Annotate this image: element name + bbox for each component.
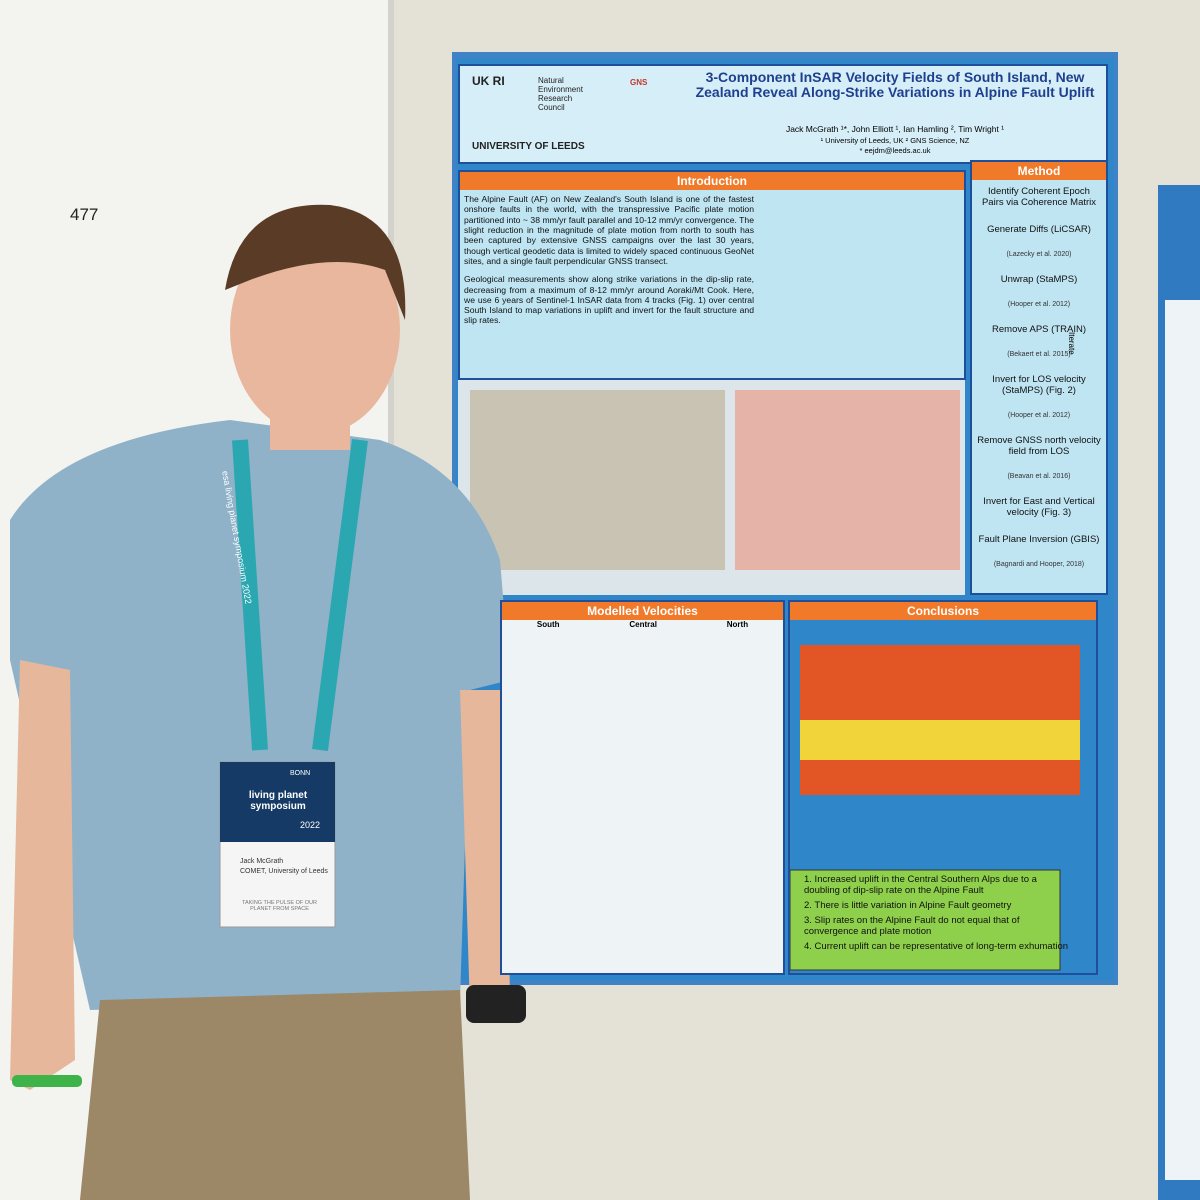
watch bbox=[466, 985, 526, 1023]
iterate-label: Iterate bbox=[1067, 332, 1076, 355]
method-step: Unwrap (StaMPS) (Hooper et al. 2012) bbox=[976, 274, 1102, 308]
insar-maps bbox=[470, 390, 725, 570]
poster-authors: Jack McGrath ¹*, John Elliott ¹, Ian Ham… bbox=[785, 124, 1005, 134]
arm-right bbox=[460, 690, 510, 1010]
step-label: Remove GNSS north velocity field from LO… bbox=[977, 435, 1101, 457]
step-label: Generate Diffs (LiCSAR) bbox=[987, 224, 1091, 235]
section-heading: Conclusions bbox=[790, 602, 1096, 620]
arm-left bbox=[10, 660, 75, 1090]
fault-model-layer bbox=[800, 720, 1080, 760]
method-box: Method Identify Coherent Epoch Pairs via… bbox=[970, 160, 1108, 595]
column-label: South bbox=[536, 620, 560, 629]
badge-top bbox=[220, 762, 335, 842]
intro-paragraph: The Alpine Fault (AF) on New Zealand's S… bbox=[464, 194, 754, 266]
method-step: Fault Plane Inversion (GBIS) (Bagnardi an… bbox=[976, 534, 1102, 568]
step-ref: (Lazecky et al. 2020) bbox=[1006, 251, 1072, 258]
step-ref: (Hooper et al. 2012) bbox=[1007, 301, 1071, 308]
conclusion-item: 3. Slip rates on the Alpine Fault do not… bbox=[804, 915, 1020, 937]
room-number: 477 bbox=[70, 205, 99, 224]
logo-leeds: UNIVERSITY OF LEEDS bbox=[472, 141, 585, 152]
poster-affiliations: ¹ University of Leeds, UK ² GNS Science,… bbox=[820, 136, 970, 145]
trousers bbox=[80, 990, 470, 1200]
badge-event: living planet symposium bbox=[248, 790, 308, 812]
conclusions-highlight bbox=[789, 869, 1061, 971]
step-label: Identify Coherent Epoch Pairs via Cohere… bbox=[981, 186, 1097, 208]
conclusions-box: Conclusions 1. Increased uplift in the C… bbox=[788, 600, 1098, 975]
neighbour-poster-body bbox=[1165, 300, 1200, 1180]
method-steps: Identify Coherent Epoch Pairs via Cohere… bbox=[972, 180, 1106, 590]
logo-ukri: UK RI bbox=[472, 74, 505, 88]
method-step: Remove APS (TRAIN) (Bekaert et al. 2015) bbox=[976, 324, 1102, 358]
step-label: Invert for LOS velocity (StaMPS) (Fig. 2… bbox=[992, 374, 1086, 396]
velocities-box: Modelled Velocities South Central North bbox=[500, 600, 785, 975]
step-ref: (Hooper et al. 2012) bbox=[1007, 412, 1071, 419]
logo-gns: GNS bbox=[630, 78, 648, 87]
intro-text: The Alpine Fault (AF) on New Zealand's S… bbox=[464, 194, 754, 334]
conclusion-item: 1. Increased uplift in the Central South… bbox=[804, 874, 1037, 896]
intro-paragraph: Geological measurements show along strik… bbox=[464, 274, 754, 326]
section-heading: Method bbox=[972, 162, 1106, 180]
method-step: Invert for East and Vertical velocity (F… bbox=[976, 496, 1102, 518]
neck bbox=[270, 400, 350, 450]
face bbox=[230, 225, 400, 435]
column-label: North bbox=[726, 620, 749, 629]
step-ref: (Beavan et al. 2016) bbox=[1007, 473, 1071, 480]
column-label: Central bbox=[629, 620, 657, 629]
step-ref: (Bekaert et al. 2015) bbox=[1007, 351, 1071, 358]
method-step: Remove GNSS north velocity field from LO… bbox=[976, 435, 1102, 480]
method-step: Identify Coherent Epoch Pairs via Cohere… bbox=[976, 186, 1102, 208]
wristband bbox=[12, 1075, 82, 1087]
poster-title: 3-Component InSAR Velocity Fields of Sou… bbox=[695, 69, 1095, 101]
step-ref: (Bagnardi and Hooper, 2018) bbox=[993, 561, 1085, 568]
section-heading: Modelled Velocities bbox=[502, 602, 783, 620]
step-label: Fault Plane Inversion (GBIS) bbox=[978, 534, 1100, 545]
uplift-map bbox=[735, 390, 960, 570]
badge-year: 2022 bbox=[300, 820, 321, 830]
section-heading: Introduction bbox=[460, 172, 964, 190]
step-label: Unwrap (StaMPS) bbox=[1000, 274, 1078, 285]
badge-place: BONN bbox=[290, 770, 311, 777]
step-label: Remove APS (TRAIN) bbox=[992, 324, 1086, 335]
step-label: Invert for East and Vertical velocity (F… bbox=[983, 496, 1095, 518]
hair bbox=[225, 204, 406, 320]
conclusion-item: 2. There is little variation in Alpine F… bbox=[804, 900, 1012, 911]
method-step: Generate Diffs (LiCSAR) (Lazecky et al. 2… bbox=[976, 224, 1102, 258]
conclusions-list: 1. Increased uplift in the Central South… bbox=[804, 874, 1074, 956]
poster-email: * eejdm@leeds.ac.uk bbox=[859, 146, 931, 155]
logo-nerc: Natural Environment Research Council bbox=[538, 76, 583, 112]
lanyard-strap bbox=[232, 438, 368, 752]
method-step: Invert for LOS velocity (StaMPS) (Fig. 2… bbox=[976, 374, 1102, 419]
velocity-columns: South Central North bbox=[502, 620, 783, 629]
poster-header: UK RI Natural Environment Research Counc… bbox=[458, 64, 1108, 164]
introduction-box: Introduction The Alpine Fault (AF) on Ne… bbox=[458, 170, 966, 380]
badge-name: Jack McGrath bbox=[240, 858, 284, 865]
badge-tagline: TAKING THE PULSE OF OUR PLANET FROM SPAC… bbox=[242, 900, 317, 912]
badge-affiliation: COMET, University of Leeds bbox=[240, 868, 328, 875]
conclusion-item: 4. Current uplift can be representative … bbox=[804, 941, 1069, 952]
